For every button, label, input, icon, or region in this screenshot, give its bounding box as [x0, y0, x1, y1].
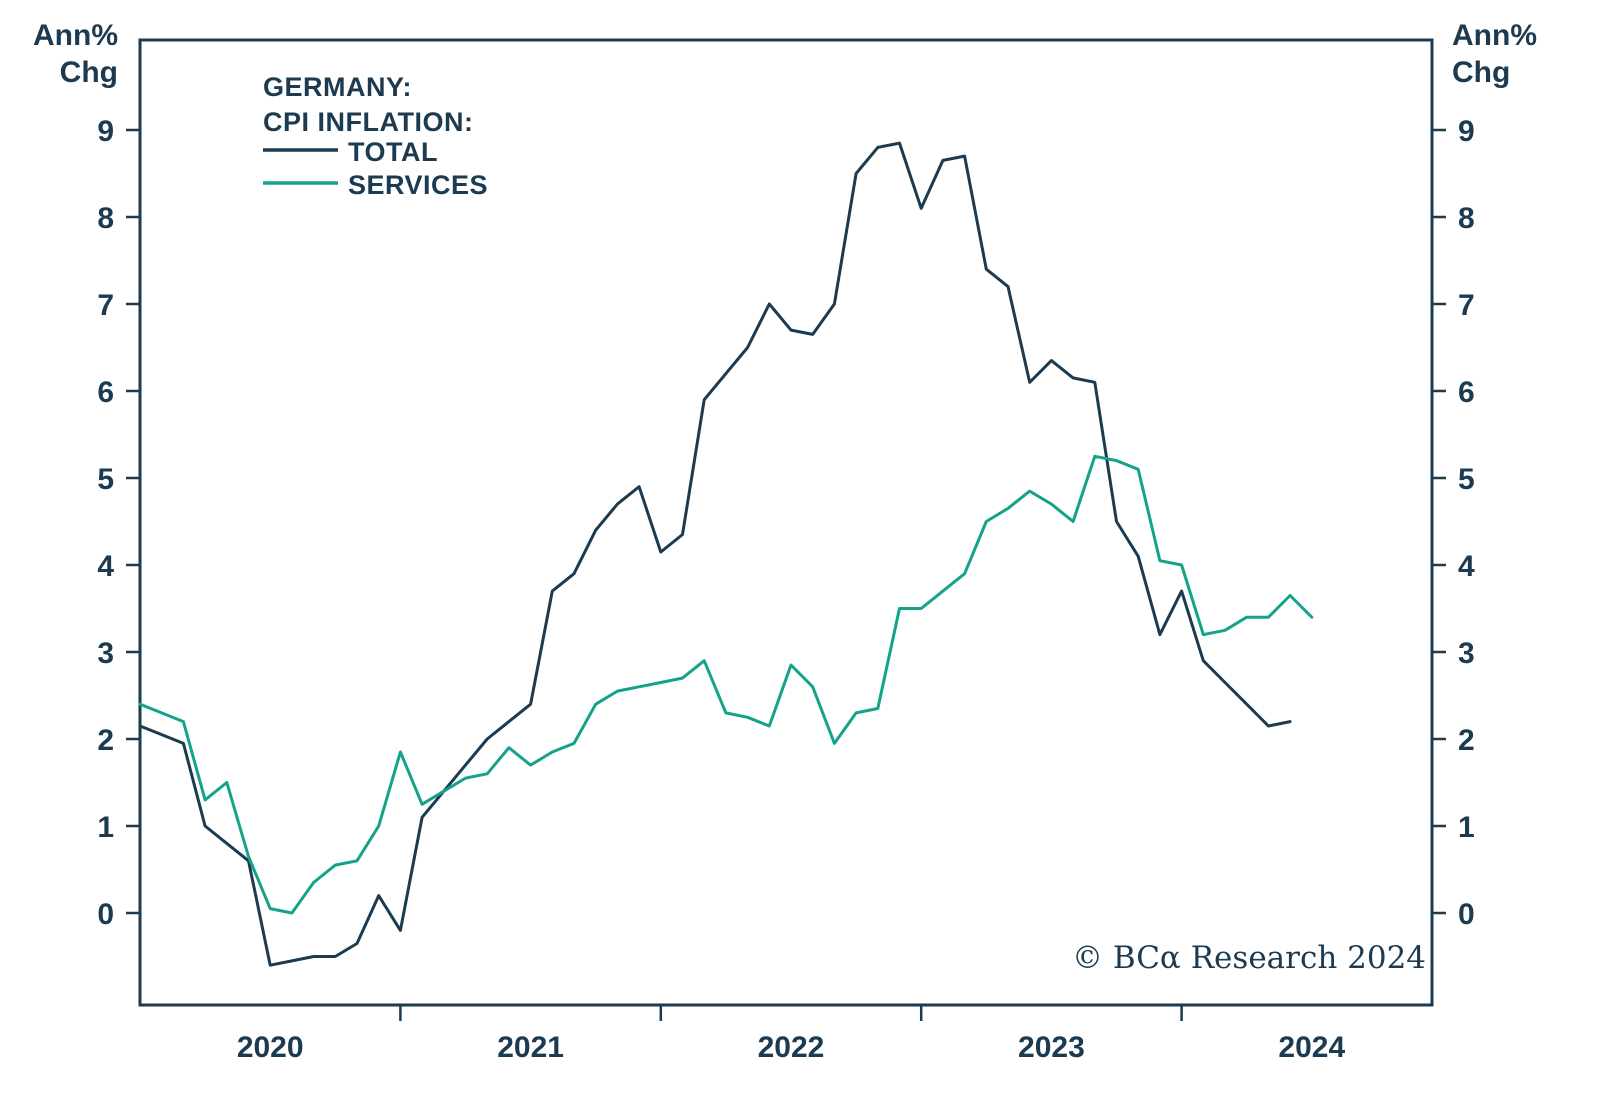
copyright-note: © BCα Research 2024	[1072, 940, 1426, 976]
y-tick-label-left: 3	[97, 637, 114, 670]
y-axis-unit-left-line1: Ann%	[33, 19, 118, 52]
y-tick-label-left: 9	[97, 115, 114, 148]
chart-title-line1: GERMANY:	[263, 72, 412, 102]
y-tick-label-left: 7	[97, 289, 114, 322]
x-year-label: 2020	[237, 1031, 304, 1064]
y-tick-label-right: 8	[1458, 202, 1475, 235]
y-tick-label-right: 4	[1458, 550, 1475, 583]
chart-title-line2: CPI INFLATION:	[263, 107, 473, 137]
y-tick-label-right: 9	[1458, 115, 1475, 148]
x-year-label: 2024	[1278, 1031, 1345, 1064]
plot-frame	[138, 38, 1434, 1007]
y-tick-label-right: 0	[1458, 898, 1475, 931]
y-tick-label-right: 2	[1458, 724, 1475, 757]
y-tick-label-left: 5	[97, 463, 114, 496]
y-axis-unit-right-line2: Chg	[1452, 56, 1510, 89]
legend: GERMANY: CPI INFLATION: TOTAL SERVICES	[263, 72, 488, 200]
services-legend-label: SERVICES	[348, 170, 488, 200]
series	[138, 141, 1314, 967]
total-legend-label: TOTAL	[348, 137, 438, 167]
total-line	[138, 141, 1292, 967]
y-axis-unit-right-line1: Ann%	[1452, 19, 1537, 52]
y-axis-unit-left-line2: Chg	[60, 56, 118, 89]
x-year-label: 2021	[497, 1031, 564, 1064]
y-tick-label-left: 0	[97, 898, 114, 931]
y-tick-label-right: 1	[1458, 811, 1475, 844]
y-tick-label-right: 7	[1458, 289, 1475, 322]
y-tick-label-left: 8	[97, 202, 114, 235]
x-year-label: 2023	[1018, 1031, 1085, 1064]
y-tick-label-left: 6	[97, 376, 114, 409]
services-line	[138, 454, 1314, 915]
y-tick-label-right: 5	[1458, 463, 1475, 496]
y-tick-label-left: 4	[97, 550, 114, 583]
axes: 0 0 1 1 2 2 3 3 4 4 5 5 6 6 7 7 8 8 9 9 2020 2021 2022 2023 2024	[97, 115, 1475, 1064]
x-year-label: 2022	[758, 1031, 825, 1064]
y-tick-label-right: 3	[1458, 637, 1475, 670]
y-tick-label-right: 6	[1458, 376, 1475, 409]
y-tick-label-left: 1	[97, 811, 114, 844]
y-tick-label-left: 2	[97, 724, 114, 757]
